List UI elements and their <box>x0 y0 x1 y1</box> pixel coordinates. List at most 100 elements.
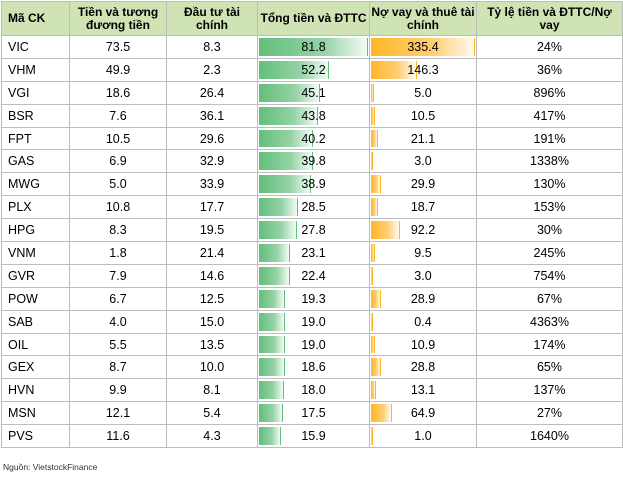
total-cell: 19.0 <box>257 309 370 334</box>
ratio-value: 191% <box>476 126 623 151</box>
invest-value: 19.5 <box>166 218 258 243</box>
cash-value: 73.5 <box>69 35 167 59</box>
stock-code: GAS <box>1 149 70 174</box>
debt-cell: 21.1 <box>369 126 477 151</box>
total-bar <box>259 404 284 423</box>
total-bar <box>259 221 297 240</box>
debt-cell: 146.3 <box>369 57 477 82</box>
total-bar <box>259 335 286 354</box>
debt-cell: 0.4 <box>369 309 477 334</box>
total-value: 17.5 <box>301 406 326 421</box>
stock-code: MWG <box>1 172 70 197</box>
debt-value: 28.8 <box>410 360 436 375</box>
cash-value: 10.8 <box>69 195 167 220</box>
debt-cell: 13.1 <box>369 378 477 403</box>
debt-bar <box>371 221 401 240</box>
debt-value: 28.9 <box>410 291 436 306</box>
table-row: MSN 12.1 5.4 17.5 64.9 27% <box>1 401 623 426</box>
debt-bar <box>371 175 382 194</box>
debt-bar <box>371 38 475 56</box>
ratio-value: 153% <box>476 195 623 220</box>
invest-value: 33.9 <box>166 172 258 197</box>
cash-value: 12.1 <box>69 401 167 426</box>
debt-bar <box>371 312 373 331</box>
debt-bar <box>371 289 381 308</box>
table-row: HPG 8.3 19.5 27.8 92.2 30% <box>1 218 623 243</box>
debt-value: 3.0 <box>414 268 432 283</box>
debt-bar <box>371 106 376 125</box>
table-row: GAS 6.9 32.9 39.8 3.0 1338% <box>1 149 623 174</box>
invest-value: 13.5 <box>166 332 258 357</box>
ratio-value: 417% <box>476 103 623 128</box>
total-cell: 17.5 <box>257 401 370 426</box>
stock-code: FPT <box>1 126 70 151</box>
header-code: Mã CK <box>1 1 70 36</box>
invest-value: 8.1 <box>166 378 258 403</box>
stock-table: Mã CK Tiền và tương đương tiền Đầu tư tà… <box>1 1 623 449</box>
debt-bar <box>371 152 373 171</box>
ratio-value: 754% <box>476 263 623 288</box>
debt-cell: 28.9 <box>369 286 477 311</box>
ratio-value: 1338% <box>476 149 623 174</box>
total-cell: 19.3 <box>257 286 370 311</box>
stock-code: HVN <box>1 378 70 403</box>
table-row: VHM 49.9 2.3 52.2 146.3 36% <box>1 57 623 82</box>
cash-value: 6.7 <box>69 286 167 311</box>
stock-code: VIC <box>1 35 70 59</box>
invest-value: 10.0 <box>166 355 258 380</box>
invest-value: 8.3 <box>166 35 258 59</box>
total-bar <box>259 244 291 262</box>
total-cell: 15.9 <box>257 424 370 449</box>
table-row: OIL 5.5 13.5 19.0 10.9 174% <box>1 332 623 357</box>
invest-value: 4.3 <box>166 424 258 449</box>
debt-value: 64.9 <box>410 406 436 421</box>
total-bar <box>259 312 286 331</box>
total-value: 22.4 <box>301 268 326 283</box>
stock-code: VNM <box>1 241 70 265</box>
total-value: 28.5 <box>301 200 326 215</box>
debt-bar <box>371 358 381 377</box>
stock-code: VGI <box>1 80 70 105</box>
table-row: VGI 18.6 26.4 45.1 5.0 896% <box>1 80 623 105</box>
total-bar <box>259 38 368 56</box>
debt-cell: 3.0 <box>369 263 477 288</box>
debt-value: 3.0 <box>414 154 432 169</box>
total-bar <box>259 427 281 446</box>
invest-value: 2.3 <box>166 57 258 82</box>
table-row: HVN 9.9 8.1 18.0 13.1 137% <box>1 378 623 403</box>
table-row: BSR 7.6 36.1 43.8 10.5 417% <box>1 103 623 128</box>
header-debt: Nợ vay và thuê tài chính <box>369 1 477 36</box>
ratio-value: 137% <box>476 378 623 403</box>
total-value: 18.6 <box>301 360 326 375</box>
debt-value: 10.9 <box>410 337 436 352</box>
total-bar <box>259 381 284 400</box>
debt-value: 18.7 <box>410 200 436 215</box>
table-row: MWG 5.0 33.9 38.9 29.9 130% <box>1 172 623 197</box>
debt-value: 29.9 <box>410 177 436 192</box>
debt-bar <box>371 266 373 285</box>
ratio-value: 4363% <box>476 309 623 334</box>
debt-value: 5.0 <box>414 85 432 100</box>
total-bar <box>259 129 314 148</box>
total-bar <box>259 175 312 194</box>
total-value: 19.0 <box>301 314 326 329</box>
total-bar <box>259 289 286 308</box>
table-row: VIC 73.5 8.3 81.8 335.4 24% <box>1 35 623 59</box>
invest-value: 14.6 <box>166 263 258 288</box>
stock-code: VHM <box>1 57 70 82</box>
stock-code: PVS <box>1 424 70 449</box>
debt-value: 92.2 <box>410 223 436 238</box>
debt-value: 10.5 <box>410 108 436 123</box>
debt-bar <box>371 60 417 79</box>
debt-cell: 1.0 <box>369 424 477 449</box>
debt-value: 335.4 <box>407 39 439 54</box>
debt-cell: 28.8 <box>369 355 477 380</box>
stock-code: BSR <box>1 103 70 128</box>
cash-value: 5.0 <box>69 172 167 197</box>
total-cell: 52.2 <box>257 57 370 82</box>
cash-value: 9.9 <box>69 378 167 403</box>
ratio-value: 65% <box>476 355 623 380</box>
table-row: GEX 8.7 10.0 18.6 28.8 65% <box>1 355 623 380</box>
cash-value: 11.6 <box>69 424 167 449</box>
total-cell: 45.1 <box>257 80 370 105</box>
